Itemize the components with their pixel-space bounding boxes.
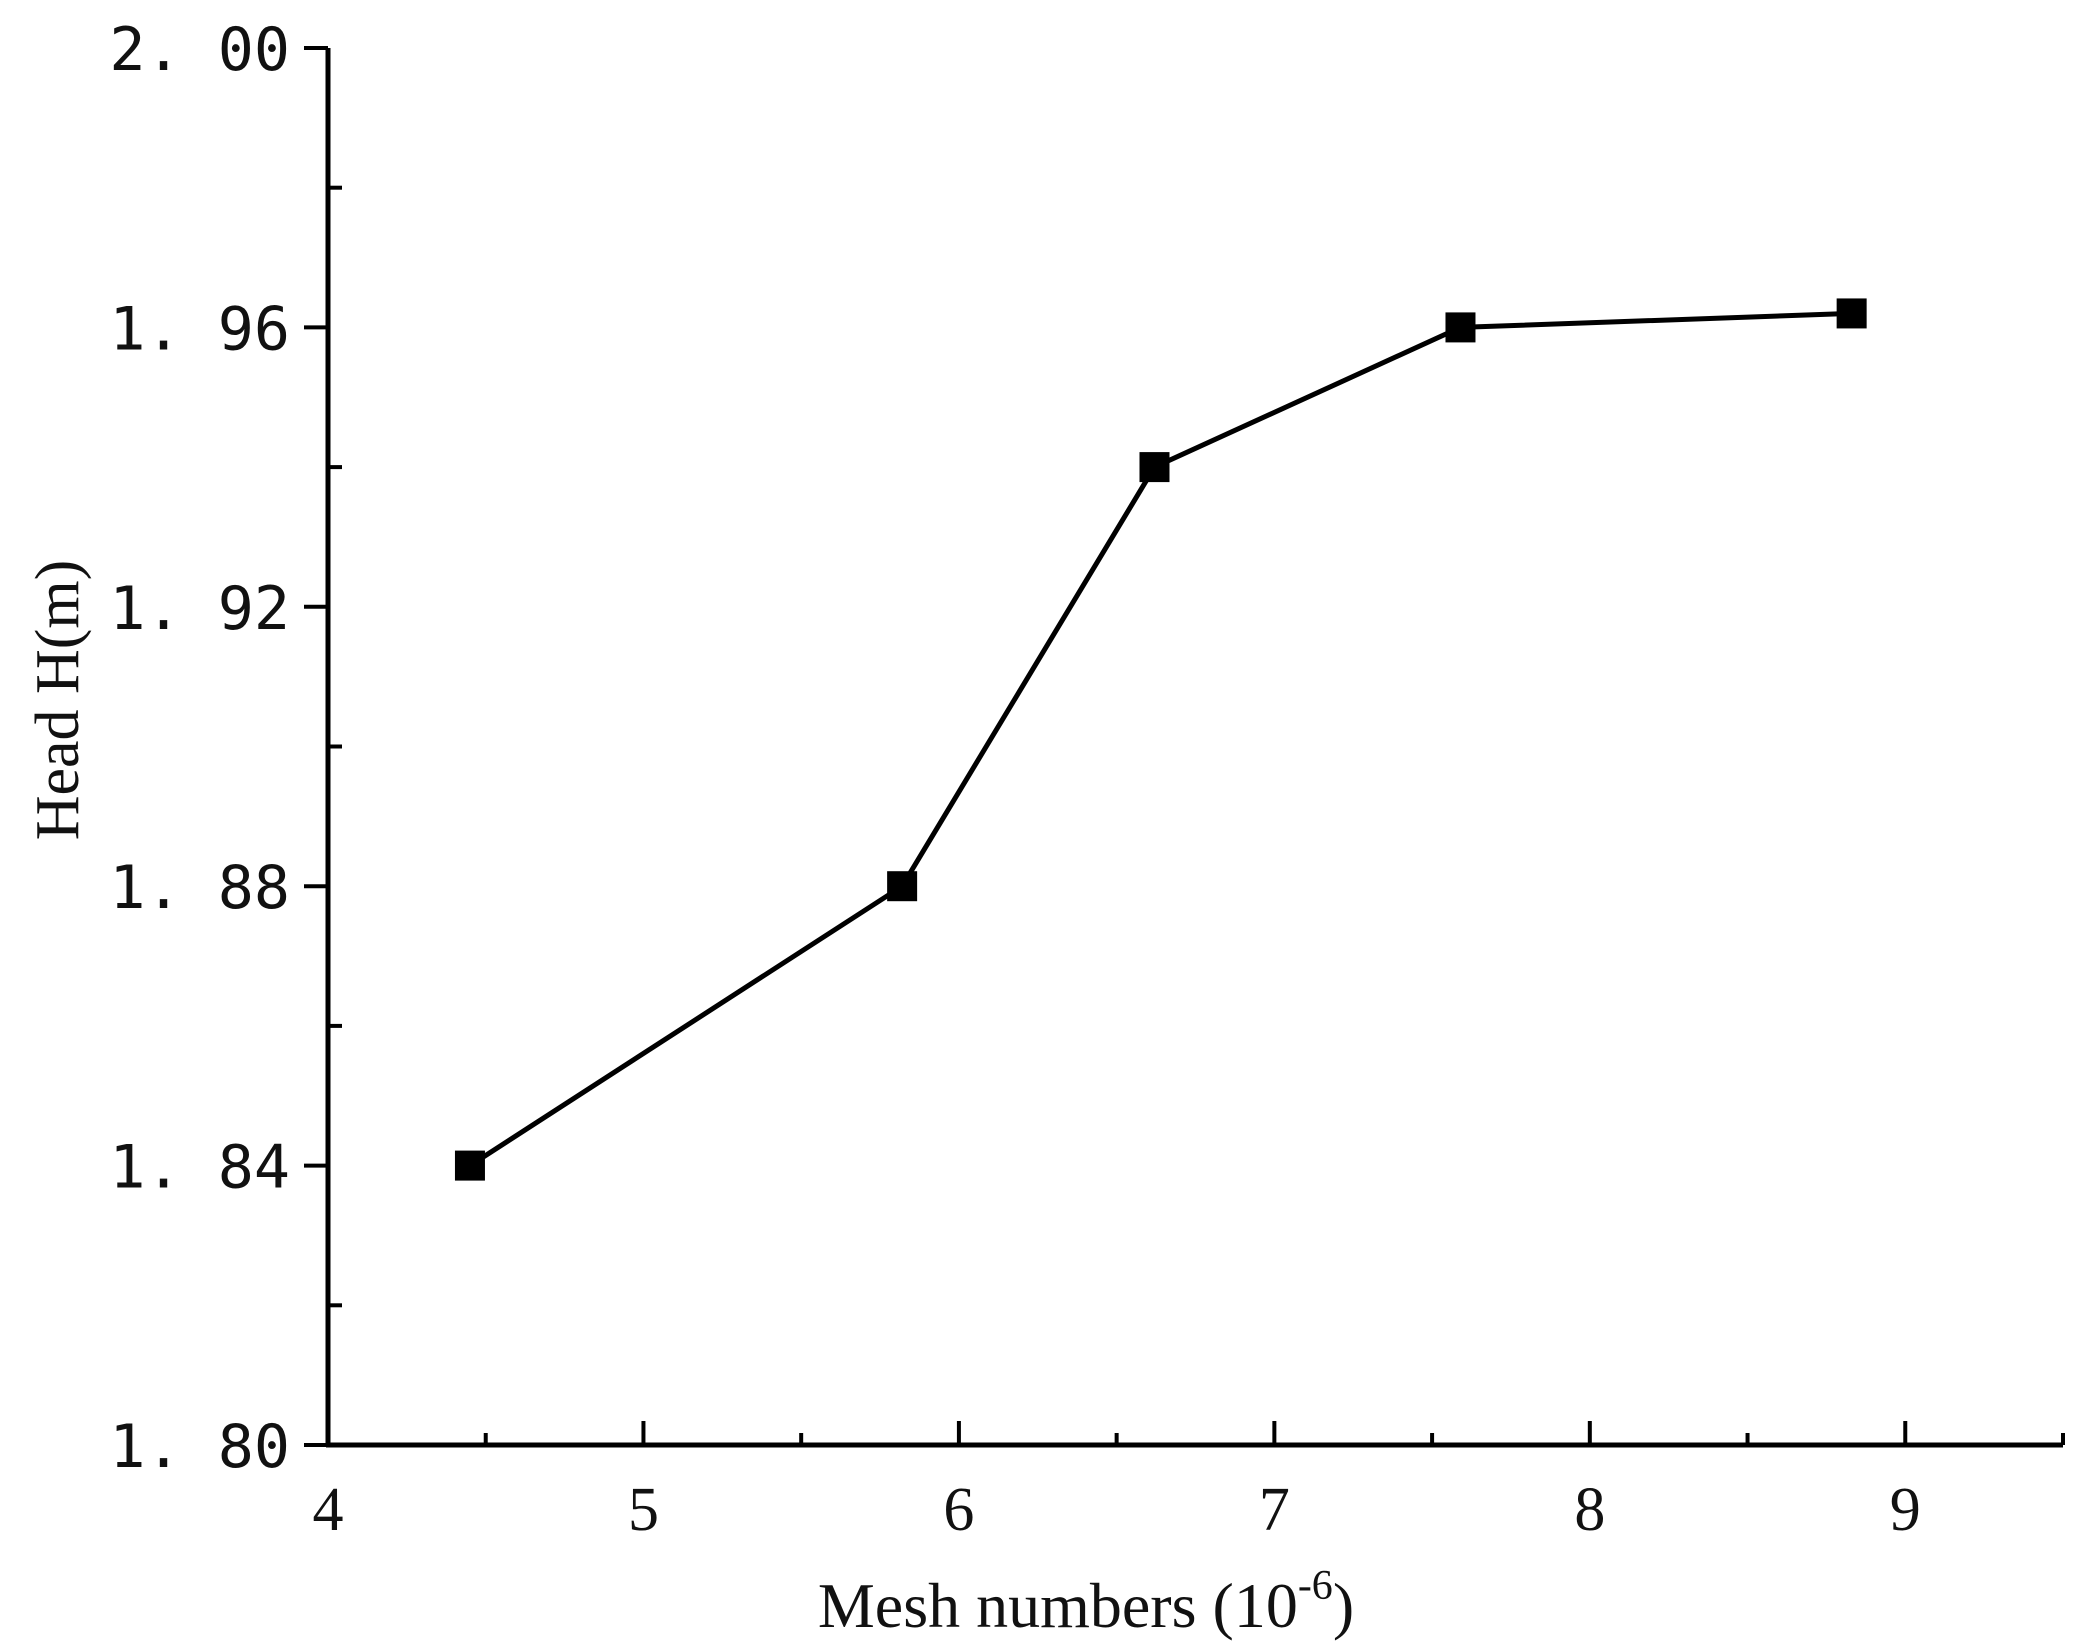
x-tick-label: 6 [943, 1476, 974, 1544]
data-point-marker [454, 1150, 485, 1181]
data-point-marker [887, 871, 918, 902]
y-tick-label: 2. 00 [109, 15, 290, 85]
x-axis-title-superscript: -6 [1298, 1563, 1333, 1609]
x-axis-title: Mesh numbers (10-6) [818, 1563, 1354, 1641]
data-point-marker [1836, 298, 1867, 329]
tick-labels: 1. 80 1. 84 1. 88 1. 92 1. 96 2. 00 4 5 6 7 8 9 [109, 15, 1920, 1544]
x-tick-label: 7 [1259, 1476, 1290, 1544]
y-tick-label: 1. 96 [109, 294, 290, 364]
x-tick-label: 9 [1890, 1476, 1921, 1544]
y-tick-label: 1. 84 [109, 1133, 290, 1203]
data-series [454, 298, 1867, 1181]
series-line [468, 310, 1852, 1168]
tick-marks [304, 46, 2065, 1447]
y-tick-label: 1. 80 [109, 1412, 290, 1482]
y-tick-label: 1. 92 [109, 574, 290, 644]
data-point-marker [1139, 452, 1170, 483]
x-tick-label: 5 [628, 1476, 659, 1544]
x-tick-label: 4 [313, 1476, 344, 1544]
x-tick-label: 8 [1574, 1476, 1605, 1544]
y-tick-label: 1. 88 [109, 853, 290, 923]
x-axis-title-main: Mesh numbers (10 [818, 1570, 1298, 1641]
y-axis-title: Head H(m) [24, 560, 92, 841]
data-point-marker [1445, 312, 1476, 343]
axis-titles: Mesh numbers (10-6) Head H(m) [24, 560, 1354, 1641]
axes [325, 48, 2063, 1448]
x-axis-title-suffix: ) [1333, 1570, 1354, 1641]
